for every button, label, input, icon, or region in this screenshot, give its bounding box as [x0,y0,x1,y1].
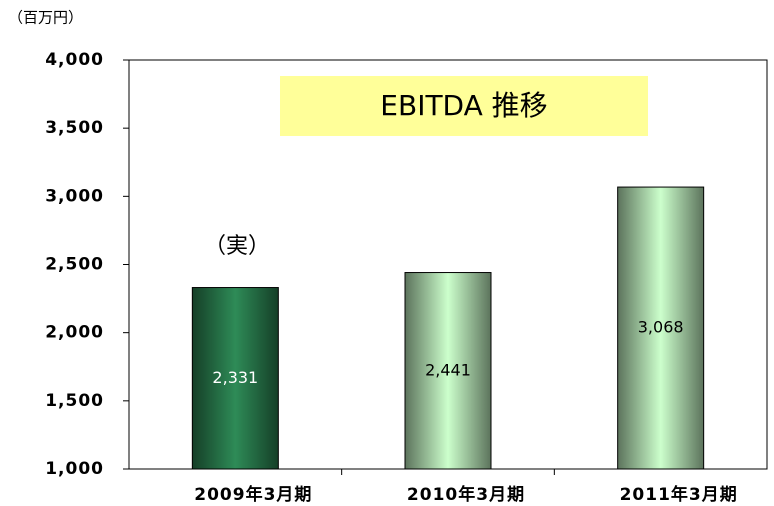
bar-shade [191,287,279,470]
y-tick-label: 1,500 [45,391,104,411]
y-tick-label: 1,000 [45,459,104,479]
chart-title: EBITDA 推移 [380,89,547,122]
y-tick-label: 3,500 [45,118,104,138]
title-box [280,76,648,136]
bar-shade [404,272,492,470]
y-tick-label: 3,000 [45,186,104,206]
annotation: （実） [204,234,270,259]
bar [191,287,279,470]
bar-shade [617,186,705,470]
unit-label: （百万円） [8,9,83,27]
y-tick-label: 2,000 [45,323,104,343]
y-tick-label: 2,500 [45,255,104,275]
bar [404,272,492,470]
x-tick-label: 2010年3月期 [407,484,525,505]
value-label: 2,331 [212,368,258,387]
value-label: 2,441 [425,360,471,379]
x-tick-label: 2011年3月期 [620,484,738,505]
bar [617,186,705,470]
y-tick-label: 4,000 [45,50,104,70]
value-label: 3,068 [638,318,684,337]
x-tick-label: 2009年3月期 [194,484,312,505]
